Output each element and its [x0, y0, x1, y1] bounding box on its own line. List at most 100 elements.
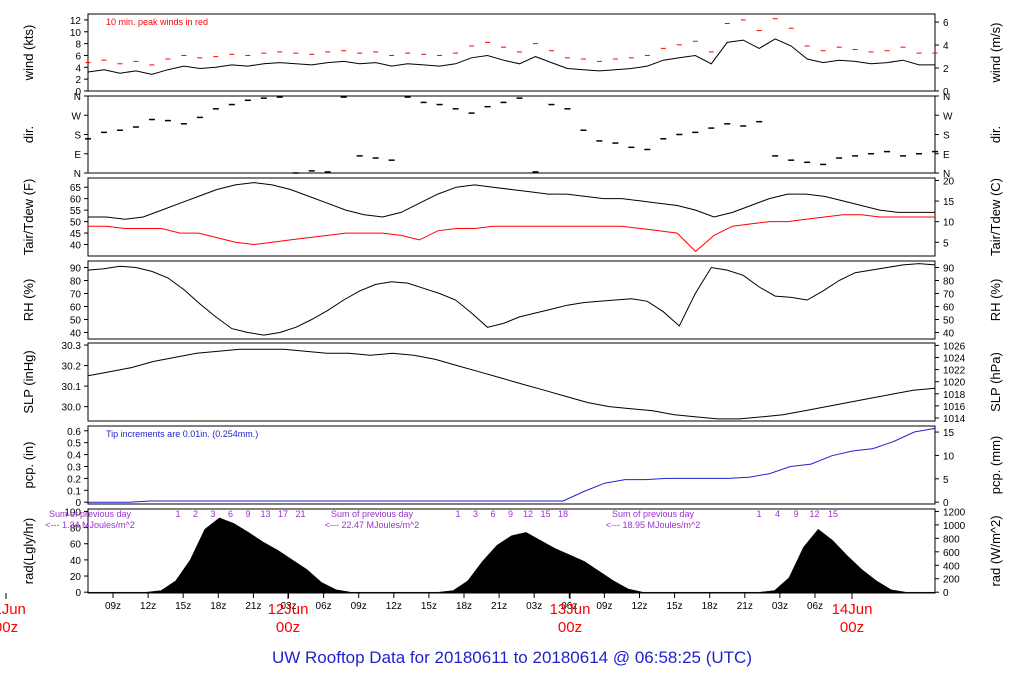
y-tick-label-right: 10: [943, 451, 955, 462]
chart-title: UW Rooftop Data for 20180611 to 20180614…: [271, 648, 752, 667]
y-tick-label-left: 40: [70, 329, 82, 340]
x-tick-label: 18z: [210, 601, 226, 612]
y-axis-label-left: wind (kts): [21, 25, 36, 82]
x-tick-label: 06z: [561, 601, 577, 612]
y-tick-label-left: 8: [75, 40, 81, 51]
y-tick-label-right: W: [943, 111, 953, 122]
y-tick-label-right: 10: [943, 218, 955, 229]
y-tick-label-left: 30.2: [62, 362, 82, 373]
y-axis-label-left: Tair/Tdew (F): [21, 179, 36, 256]
y-tick-label-left: 60: [70, 195, 82, 206]
y-tick-label-right: 40: [943, 329, 955, 340]
y-tick-label-left: W: [72, 111, 82, 122]
hour-label: 1: [175, 509, 180, 519]
hour-label: 2: [193, 509, 198, 519]
panel-annotation: Tip increments are 0.01in. (0.254mm.): [106, 429, 258, 439]
day-label-time: 00z: [0, 619, 18, 636]
y-tick-label-left: E: [74, 150, 81, 161]
hour-label: 4: [775, 509, 780, 519]
panel-frame-5: [87, 425, 936, 505]
x-tick-label: 18z: [702, 601, 718, 612]
y-tick-label-left: 60: [70, 540, 82, 551]
y-tick-label-left: 55: [70, 206, 82, 217]
y-tick-label-left: 0: [75, 498, 81, 509]
x-tick-label: 09z: [596, 601, 612, 612]
series-line-5-0: [88, 427, 936, 503]
y-tick-label-right: 80: [943, 277, 955, 288]
day-label-time: 00z: [276, 619, 300, 636]
y-tick-label-left: 30.0: [62, 403, 82, 414]
x-tick-label: 09z: [105, 601, 121, 612]
y-tick-label-left: 100: [64, 507, 81, 518]
day-label-date: 13Jun: [550, 601, 591, 618]
y-tick-label-right: 0: [943, 87, 949, 98]
x-tick-label: 03z: [280, 601, 296, 612]
y-tick-label-left: 90: [70, 264, 82, 275]
y-tick-label-left: 0: [75, 588, 81, 599]
y-tick-label-right: 400: [943, 561, 960, 572]
hour-label: 9: [245, 509, 250, 519]
x-tick-label: 21z: [491, 601, 507, 612]
y-axis-label-right: SLP (hPa): [988, 352, 1003, 412]
series-line-2-1: [88, 214, 935, 253]
x-tick-label: 12z: [631, 601, 647, 612]
y-tick-label-right: 1026: [943, 341, 966, 352]
x-tick-label: 06z: [807, 601, 823, 612]
y-axis-label-left: dir.: [21, 126, 36, 143]
x-tick-label: 12z: [140, 601, 156, 612]
y-tick-label-left: 80: [70, 524, 82, 535]
y-axis-label-left: RH (%): [21, 279, 36, 322]
y-tick-label-left: 60: [70, 303, 82, 314]
y-tick-label-right: 1024: [943, 354, 966, 365]
y-tick-label-left: 30.3: [62, 341, 82, 352]
y-axis-label-left: pcp. (in): [21, 442, 36, 489]
hour-label: 17: [278, 509, 288, 519]
y-tick-label-left: 20: [70, 572, 82, 583]
y-tick-label-right: 6: [943, 18, 949, 29]
x-tick-label: 03z: [526, 601, 542, 612]
y-tick-label-right: E: [943, 150, 950, 161]
y-tick-label-left: 2: [75, 75, 81, 86]
y-axis-label-left: SLP (inHg): [21, 350, 36, 413]
panel-frame-4: [87, 342, 936, 422]
y-tick-label-right: 1200: [943, 507, 966, 518]
y-tick-label-right: S: [943, 131, 950, 142]
day-label-date: 12Jun: [268, 601, 309, 618]
sum-label: Sum of previous day: [612, 509, 695, 519]
y-tick-label-right: 15: [943, 197, 955, 208]
y-tick-label-right: 0: [943, 498, 949, 509]
series-line-4-0: [87, 348, 936, 420]
y-tick-label-right: 2: [943, 64, 949, 75]
y-axis-label-right: RH (%): [988, 279, 1003, 322]
y-tick-label-left: 10: [70, 28, 82, 39]
day-label-time: 00z: [558, 619, 582, 636]
y-tick-label-left: 0.3: [67, 462, 81, 473]
hour-label: 9: [508, 509, 513, 519]
y-tick-label-right: N: [943, 92, 950, 103]
y-axis-label-right: Tair/Tdew (C): [988, 178, 1003, 256]
x-tick-label: 12z: [386, 601, 402, 612]
day-label-date: 14Jun: [832, 601, 873, 618]
hour-label: 3: [473, 509, 478, 519]
panel-frame-1: [87, 95, 936, 174]
y-tick-label-right: 1000: [943, 521, 966, 532]
sum-value: <--- 22.47 MJoules/m^2: [325, 520, 420, 530]
y-tick-label-left: 12: [70, 16, 82, 27]
hour-label: 12: [523, 509, 533, 519]
y-tick-label-left: 0.1: [67, 486, 81, 497]
x-tick-label: 15z: [421, 601, 437, 612]
hour-label: 15: [828, 509, 838, 519]
y-tick-label-right: 15: [943, 428, 955, 439]
y-tick-label-right: 1018: [943, 390, 966, 401]
y-tick-label-left: 6: [75, 51, 81, 62]
y-tick-label-right: 20: [943, 176, 955, 187]
y-tick-label-right: 50: [943, 316, 955, 327]
y-tick-label-right: 1016: [943, 402, 966, 413]
y-tick-label-right: 1014: [943, 414, 966, 425]
y-tick-label-left: 0.5: [67, 439, 81, 450]
series-line-3-0: [87, 263, 936, 336]
y-axis-label-right: pcp. (mm): [988, 436, 1003, 495]
x-tick-label: 18z: [456, 601, 472, 612]
y-tick-label-right: 1022: [943, 366, 966, 377]
